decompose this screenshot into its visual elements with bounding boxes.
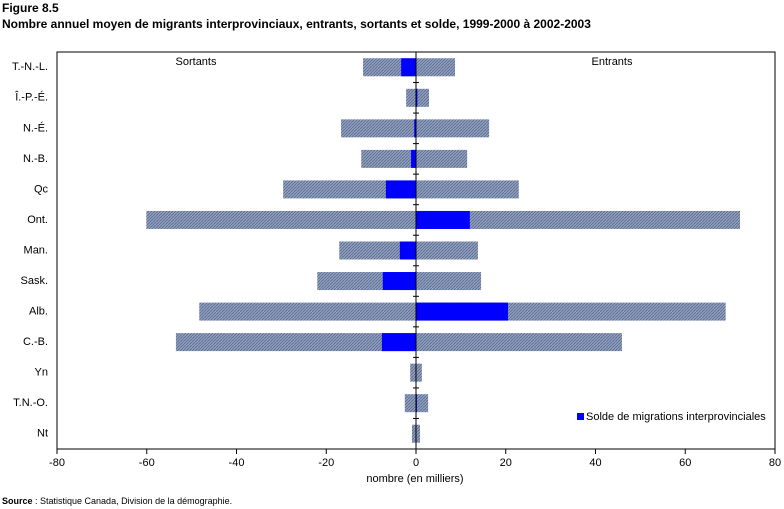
y-tick-label: N.-B. — [23, 153, 48, 165]
bar — [416, 149, 468, 168]
y-tick-label: N.-É. — [23, 121, 48, 134]
bar — [401, 58, 416, 77]
y-tick-label: Man. — [24, 244, 48, 256]
source-label: Source — [2, 496, 33, 506]
chart-title: Nombre annuel moyen de migrants interpro… — [2, 17, 591, 31]
y-tick-label: T.N.-O. — [13, 397, 48, 409]
x-tick-label: -80 — [49, 457, 65, 469]
bar — [416, 333, 622, 352]
bar — [404, 394, 416, 413]
bar — [414, 119, 416, 138]
legend-label: Solde de migrations interprovinciales — [586, 411, 766, 423]
y-tick-label: Î.-P.-É. — [14, 91, 48, 104]
x-tick-label: -40 — [229, 457, 245, 469]
bar — [416, 363, 422, 382]
bar — [416, 394, 429, 413]
bar — [341, 119, 416, 138]
figure-number: Figure 8.5 — [2, 1, 59, 15]
y-tick-label: Ont. — [27, 214, 48, 226]
x-tick-label: 0 — [413, 457, 419, 469]
bar — [381, 333, 416, 352]
source: Source : Statistique Canada, Division de… — [2, 496, 232, 506]
y-tick-label: Alb. — [29, 305, 48, 317]
x-axis-label: nombre (en milliers) — [366, 473, 463, 485]
bar — [416, 58, 456, 77]
x-tick-label: 80 — [769, 457, 781, 469]
bar — [416, 119, 490, 138]
bar — [416, 424, 421, 443]
bar — [382, 272, 416, 291]
bar — [416, 272, 482, 291]
bar — [416, 241, 478, 260]
bar — [416, 210, 740, 229]
legend-swatch — [577, 413, 584, 420]
bar — [406, 88, 416, 107]
bar — [146, 210, 416, 229]
bar — [199, 302, 416, 321]
x-tick-label: 40 — [589, 457, 601, 469]
bar — [361, 149, 416, 168]
bar — [416, 88, 418, 107]
bar — [416, 180, 519, 199]
bar — [385, 180, 416, 199]
x-tick-label: 20 — [500, 457, 512, 469]
x-tick-label: -20 — [318, 457, 334, 469]
annotation: Sortants — [176, 56, 217, 68]
x-tick-label: -60 — [139, 457, 155, 469]
bar — [416, 210, 470, 229]
bar — [175, 333, 416, 352]
x-tick-label: 60 — [679, 457, 691, 469]
bar — [339, 241, 416, 260]
bar — [410, 363, 416, 382]
y-tick-label: T.-N.-L. — [12, 61, 48, 73]
bar — [416, 302, 508, 321]
y-tick-label: Sask. — [20, 275, 48, 287]
y-tick-label: Yn — [35, 367, 48, 379]
source-text: : Statistique Canada, Division de la dém… — [33, 496, 233, 506]
y-tick-label: C.-B. — [23, 336, 48, 348]
bar — [411, 424, 416, 443]
bar — [416, 88, 430, 107]
bar — [411, 149, 416, 168]
bar — [399, 241, 416, 260]
y-tick-label: Nt — [37, 428, 48, 440]
y-tick-label: Qc — [34, 183, 49, 195]
bar — [283, 180, 416, 199]
annotation: Entrants — [592, 56, 633, 68]
